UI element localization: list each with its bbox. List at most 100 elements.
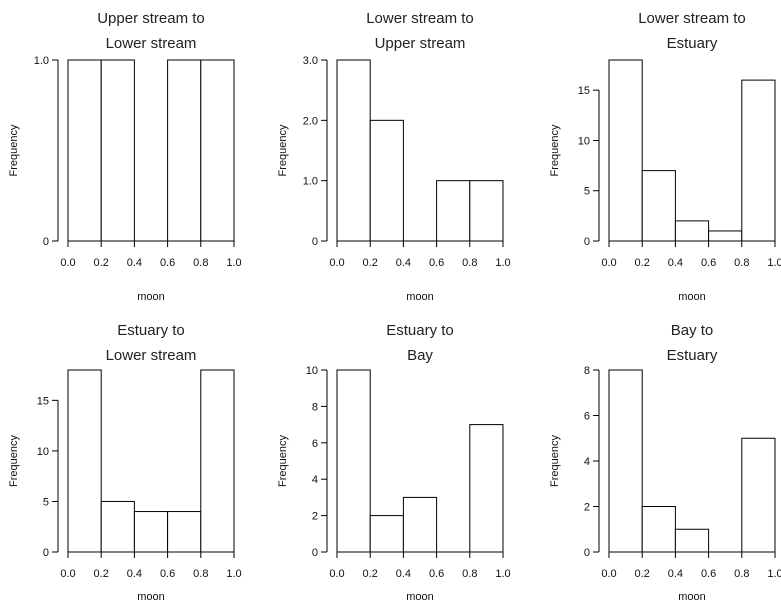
- histogram-panel-4: Estuary to Lower stream 0.0 0.2 0.4 0.6 0.8 1.0…: [8, 322, 242, 603]
- chart-title-line: Upper stream: [375, 35, 466, 52]
- x-tick-label: 0.0: [60, 568, 75, 580]
- x-tick-label: 0.6: [160, 257, 175, 269]
- chart-title-line: Bay: [407, 347, 433, 364]
- x-tick-label: 0.2: [635, 568, 650, 580]
- y-tick-label: 0: [584, 236, 590, 248]
- histogram-bar: [436, 180, 471, 242]
- x-tick-label: 1.0: [226, 257, 241, 269]
- histogram-bar: [100, 500, 135, 553]
- histogram-bar: [100, 59, 135, 242]
- y-tick-label: 5: [584, 186, 590, 198]
- histogram-bar: [641, 506, 676, 553]
- chart-title-line: Estuary: [667, 347, 718, 364]
- x-tick-label: 1.0: [495, 568, 510, 580]
- x-tick-label: 0.4: [668, 257, 683, 269]
- y-tick-label: 15: [578, 85, 590, 97]
- x-tick-label: 0.4: [127, 257, 142, 269]
- y-axis-label: Frequency: [549, 124, 561, 176]
- histogram-bar: [469, 424, 504, 553]
- x-tick-label: 0.8: [462, 257, 477, 269]
- x-tick-label: 0.4: [668, 568, 683, 580]
- histogram-bar: [608, 59, 643, 242]
- x-tick-label: 0.8: [734, 568, 749, 580]
- histogram-bar: [336, 369, 371, 553]
- histogram-panel-6: Bay to Estuary 0.0 0.2 0.4 0.6 0.8 1.0 0 2 4 6 8 moon…: [549, 322, 781, 603]
- x-tick-label: 0.4: [396, 257, 411, 269]
- chart-title-line: Bay to: [671, 322, 714, 339]
- histogram-bar: [133, 511, 169, 553]
- histogram-bar: [469, 180, 504, 242]
- histogram-bar: [67, 369, 102, 553]
- chart-title-line: Estuary to: [386, 322, 454, 339]
- y-tick-label: 2.0: [303, 115, 318, 127]
- chart-title-line: Upper stream to: [97, 10, 205, 27]
- histogram-bar: [708, 230, 743, 242]
- y-tick-label: 0: [43, 236, 49, 248]
- histogram-panel-3: Lower stream to Estuary 0.0 0.2 0.4 0.6 0.8 1.0…: [549, 10, 781, 303]
- x-axis-label: moon: [678, 591, 706, 603]
- y-tick-label: 15: [37, 395, 49, 407]
- y-tick-label: 10: [306, 365, 318, 377]
- y-tick-label: 6: [312, 438, 318, 450]
- y-tick-label: 3.0: [303, 55, 318, 67]
- histogram-bar: [336, 59, 371, 242]
- x-tick-label: 0.2: [94, 568, 109, 580]
- x-axis-label: moon: [406, 591, 434, 603]
- x-tick-label: 1.0: [767, 257, 781, 269]
- x-tick-label: 0.2: [94, 257, 109, 269]
- x-tick-label: 0.2: [363, 257, 378, 269]
- x-tick-label: 0.6: [429, 257, 444, 269]
- x-tick-label: 0.0: [329, 568, 344, 580]
- y-axis-label: Frequency: [8, 124, 20, 176]
- chart-title-line: Lower stream: [106, 35, 197, 52]
- histogram-bar: [674, 528, 710, 553]
- y-tick-label: 1.0: [34, 55, 49, 67]
- histogram-bar: [741, 79, 776, 242]
- x-tick-label: 0.4: [396, 568, 411, 580]
- x-tick-label: 0.8: [734, 257, 749, 269]
- x-axis-label: moon: [406, 291, 434, 303]
- y-tick-label: 10: [37, 446, 49, 458]
- x-tick-label: 1.0: [495, 257, 510, 269]
- y-tick-label: 1.0: [303, 176, 318, 188]
- x-tick-label: 0.6: [429, 568, 444, 580]
- y-axis-label: Frequency: [277, 435, 289, 487]
- histogram-panel-2: Lower stream to Upper stream 0.0 0.2 0.4 0.6 0…: [277, 10, 511, 303]
- chart-title-line: Lower stream: [106, 347, 197, 364]
- histogram-bar: [741, 437, 776, 553]
- y-tick-label: 2: [584, 502, 590, 514]
- chart-title-line: Lower stream to: [366, 10, 474, 27]
- x-tick-label: 0.6: [160, 568, 175, 580]
- histogram-bar: [674, 220, 710, 242]
- y-tick-label: 10: [578, 135, 590, 147]
- y-tick-label: 0: [584, 547, 590, 559]
- y-tick-label: 0: [312, 236, 318, 248]
- y-axis-label: Frequency: [8, 435, 20, 487]
- x-tick-label: 0.0: [601, 568, 616, 580]
- histogram-panel-1: Upper stream to Lower stream 0.0 0.2 0.4 0.6 0…: [8, 10, 242, 303]
- histogram-panel-5: Estuary to Bay 0.0 0.2 0.4 0.6 0.8 1.0 0 2 4 6 8 10 mo…: [277, 322, 511, 603]
- y-tick-label: 0: [312, 547, 318, 559]
- y-tick-label: 8: [312, 401, 318, 413]
- histogram-bar: [200, 369, 235, 553]
- y-axis-label: Frequency: [549, 435, 561, 487]
- histogram-bar: [167, 59, 202, 242]
- histogram-bar: [369, 515, 404, 553]
- x-tick-label: 1.0: [226, 568, 241, 580]
- x-tick-label: 0.0: [601, 257, 616, 269]
- x-tick-label: 0.8: [193, 568, 208, 580]
- y-axis-label: Frequency: [277, 124, 289, 176]
- y-tick-label: 8: [584, 365, 590, 377]
- histogram-bar: [67, 59, 102, 242]
- x-tick-label: 0.6: [701, 257, 716, 269]
- chart-title-line: Estuary: [667, 35, 718, 52]
- y-tick-label: 6: [584, 411, 590, 423]
- histogram-bar: [167, 511, 202, 553]
- histogram-bar: [369, 119, 404, 242]
- x-axis-label: moon: [678, 291, 706, 303]
- x-tick-label: 0.2: [635, 257, 650, 269]
- histogram-bar: [402, 496, 438, 553]
- x-tick-label: 0.4: [127, 568, 142, 580]
- y-tick-label: 0: [43, 547, 49, 559]
